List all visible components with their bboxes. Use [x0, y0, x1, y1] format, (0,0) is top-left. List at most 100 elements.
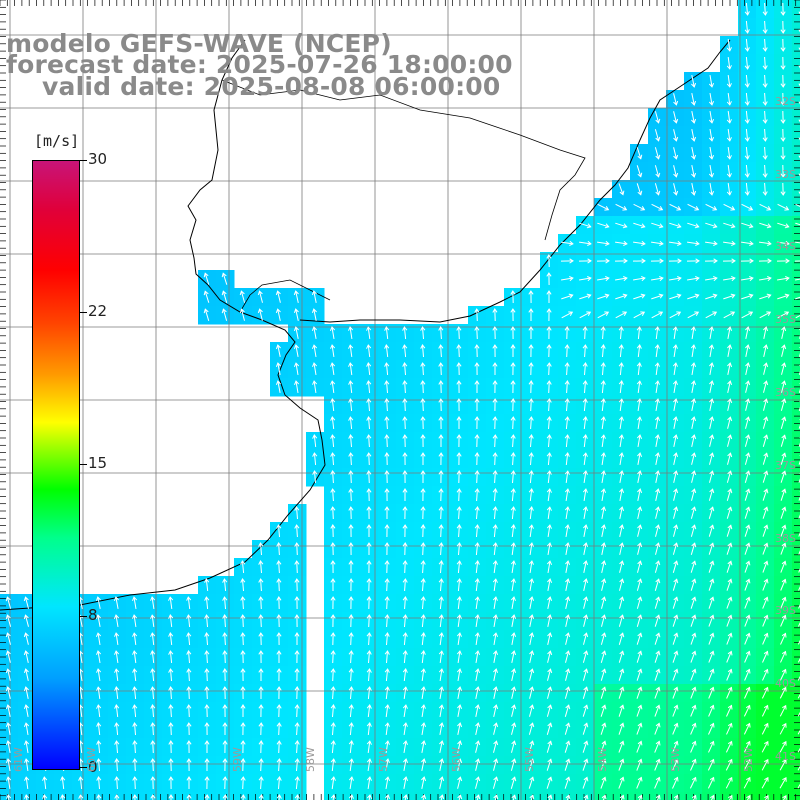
wind-arrow: [797, 675, 800, 681]
wind-arrow: [492, 380, 498, 394]
wind-arrow: [582, 470, 588, 483]
wind-arrow: [384, 560, 390, 574]
wind-speed-cell: [792, 234, 800, 253]
wind-arrow: [402, 326, 408, 340]
wind-arrow: [708, 722, 715, 735]
wind-arrow: [565, 668, 571, 681]
wind-arrow: [762, 74, 768, 88]
wind-arrow: [168, 758, 174, 772]
wind-arrow: [600, 704, 607, 717]
wind-arrow: [474, 398, 480, 411]
lon-label: 60W: [85, 747, 98, 772]
colorbar-tick: [79, 464, 87, 465]
wind-arrow: [96, 704, 102, 718]
wind-arrow: [726, 183, 732, 196]
wind-arrow: [546, 470, 552, 484]
wind-arrow: [726, 686, 733, 699]
wind-speed-cell: [792, 702, 800, 721]
wind-arrow: [132, 722, 138, 736]
wind-arrow: [780, 146, 786, 160]
wind-arrow: [726, 165, 732, 178]
wind-arrow: [330, 344, 336, 357]
wind-arrow: [474, 452, 480, 466]
wind-arrow: [546, 272, 552, 286]
wind-arrow: [672, 560, 679, 573]
lat-label: 34S: [775, 240, 796, 253]
wind-arrow: [705, 240, 718, 246]
wind-arrow: [759, 311, 772, 319]
wind-arrow: [294, 758, 300, 772]
wind-arrow: [294, 560, 300, 574]
wind-arrow: [691, 488, 697, 501]
wind-arrow: [636, 362, 642, 376]
wind-arrow: [691, 129, 697, 142]
wind-arrow: [402, 362, 408, 376]
wind-arrow: [5, 614, 12, 627]
wind-arrow: [654, 416, 661, 429]
wind-arrow: [474, 344, 480, 358]
wind-arrow: [561, 240, 574, 246]
wind-arrow: [708, 560, 715, 573]
wind-arrow: [619, 506, 625, 519]
wind-arrow: [601, 506, 607, 519]
wind-arrow: [650, 258, 664, 264]
wind-arrow: [762, 668, 769, 681]
wind-arrow: [546, 542, 552, 555]
wind-arrow: [583, 794, 589, 800]
wind-arrow: [456, 596, 462, 610]
wind-arrow: [780, 632, 787, 645]
wind-arrow: [705, 293, 718, 300]
wind-arrow: [759, 276, 772, 282]
colorbar-tick: [79, 160, 87, 161]
wind-arrow: [5, 722, 11, 735]
wind-arrow: [511, 794, 517, 800]
wind-arrow: [204, 686, 210, 700]
wind-arrow: [654, 398, 660, 411]
wind-arrow: [293, 344, 299, 357]
wind-arrow: [780, 488, 787, 501]
wind-arrow: [42, 794, 48, 800]
wind-arrow: [258, 560, 264, 574]
wind-arrow: [348, 704, 354, 718]
wind-arrow: [403, 794, 409, 800]
wind-arrow: [633, 203, 646, 211]
wind-arrow: [744, 506, 751, 519]
wind-arrow: [528, 506, 534, 520]
wind-arrow: [330, 506, 336, 520]
wind-speed-cell: [612, 792, 631, 800]
wind-arrow: [475, 668, 481, 681]
wind-arrow: [547, 794, 553, 800]
wind-arrow: [96, 650, 102, 663]
wind-arrow: [96, 722, 102, 736]
wind-arrow: [402, 704, 408, 717]
wind-arrow: [744, 686, 751, 699]
wind-arrow: [636, 578, 643, 591]
wind-arrow: [564, 416, 570, 430]
wind-arrow: [475, 704, 481, 717]
wind-arrow: [384, 326, 390, 340]
wind-arrow: [708, 578, 715, 591]
wind-arrow: [150, 776, 156, 790]
wind-arrow: [276, 668, 282, 682]
wind-arrow: [186, 794, 192, 800]
wind-arrow: [384, 470, 390, 484]
wind-arrow: [528, 452, 534, 466]
wind-arrow: [564, 524, 570, 537]
wind-arrow: [186, 740, 192, 754]
wind-arrow: [222, 686, 228, 700]
wind-arrow: [619, 488, 625, 501]
wind-arrow: [636, 632, 643, 645]
wind-arrow: [420, 578, 426, 592]
wind-arrow: [781, 326, 787, 339]
wind-arrow: [294, 524, 300, 538]
wind-arrow: [402, 380, 408, 394]
wind-arrow: [6, 794, 12, 800]
wind-arrow: [348, 596, 354, 610]
wind-arrow: [564, 776, 571, 789]
wind-arrow: [457, 722, 463, 735]
wind-arrow: [779, 758, 787, 771]
wind-arrow: [726, 542, 733, 555]
wind-arrow: [384, 578, 390, 592]
wind-arrow: [651, 276, 664, 282]
wind-arrow: [492, 398, 498, 412]
